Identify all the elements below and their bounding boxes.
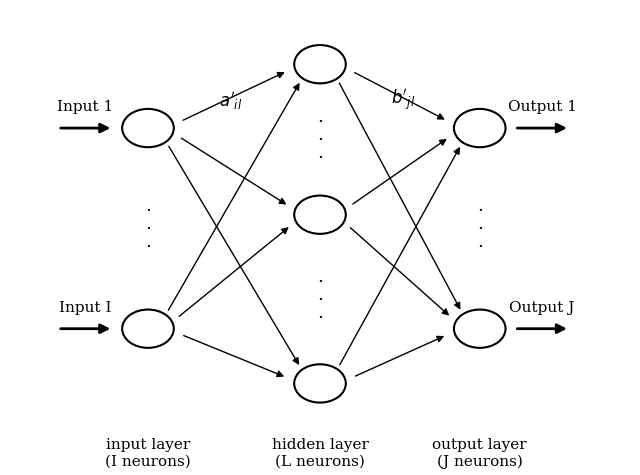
Text: .
.
.: . . . bbox=[317, 108, 323, 162]
Circle shape bbox=[294, 364, 346, 403]
Text: Input 1: Input 1 bbox=[58, 100, 114, 114]
Text: .
.
.: . . . bbox=[477, 197, 483, 251]
Text: input layer
(I neurons): input layer (I neurons) bbox=[105, 438, 191, 468]
Circle shape bbox=[294, 45, 346, 84]
Text: $b'_{jl}$: $b'_{jl}$ bbox=[391, 88, 415, 114]
Circle shape bbox=[122, 109, 174, 147]
Circle shape bbox=[122, 310, 174, 348]
Text: .
.
.: . . . bbox=[145, 197, 151, 251]
Text: Output 1: Output 1 bbox=[508, 100, 577, 114]
Circle shape bbox=[294, 196, 346, 234]
Text: Output J: Output J bbox=[509, 301, 575, 315]
Circle shape bbox=[454, 310, 506, 348]
Circle shape bbox=[454, 109, 506, 147]
Text: Input I: Input I bbox=[60, 301, 112, 315]
Text: hidden layer
(L neurons): hidden layer (L neurons) bbox=[271, 438, 369, 468]
Text: $a'_{il}$: $a'_{il}$ bbox=[220, 90, 243, 112]
Text: .
.
.: . . . bbox=[317, 267, 323, 322]
Text: output layer
(J neurons): output layer (J neurons) bbox=[433, 438, 527, 469]
